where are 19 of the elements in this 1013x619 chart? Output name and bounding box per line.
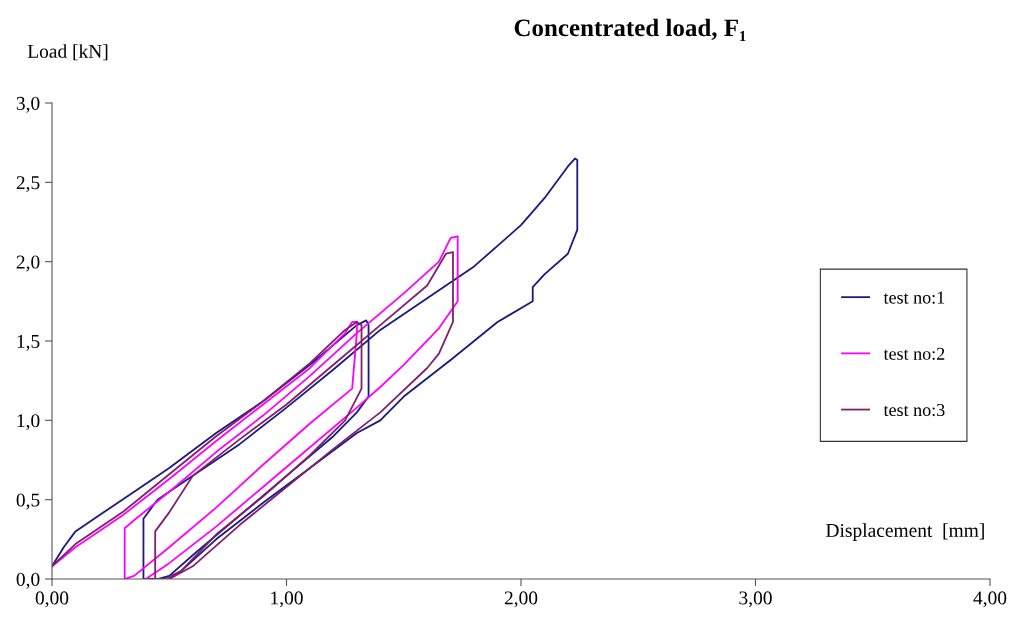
x-tick-label: 2,00 (504, 591, 538, 608)
y-axis-title: Load [kN] (27, 44, 108, 61)
legend-label: test no:2 (883, 347, 945, 360)
x-tick-label: 1,00 (271, 591, 303, 608)
legend-label: test no:1 (883, 291, 945, 304)
x-axis-title: Displacement [mm] (826, 523, 984, 541)
y-tick-label: 3,0 (16, 96, 40, 113)
y-tick-label: 2,0 (16, 255, 40, 272)
x-tick-label: 0,00 (35, 591, 69, 608)
y-tick-label: 2,5 (16, 176, 40, 193)
y-tick-label: 1,5 (17, 334, 40, 351)
line-series (52, 157, 579, 579)
y-tick-label: 0,0 (16, 572, 40, 589)
chart-title: Concentrated load, F₁ (514, 18, 746, 42)
x-tick-label: 4,00 (973, 591, 1007, 608)
legend-label: test no:3 (883, 403, 945, 417)
y-tick-label: 0,5 (16, 493, 40, 510)
x-tick-label: 3,00 (739, 591, 772, 608)
y-tick-label: 1,0 (17, 414, 40, 431)
